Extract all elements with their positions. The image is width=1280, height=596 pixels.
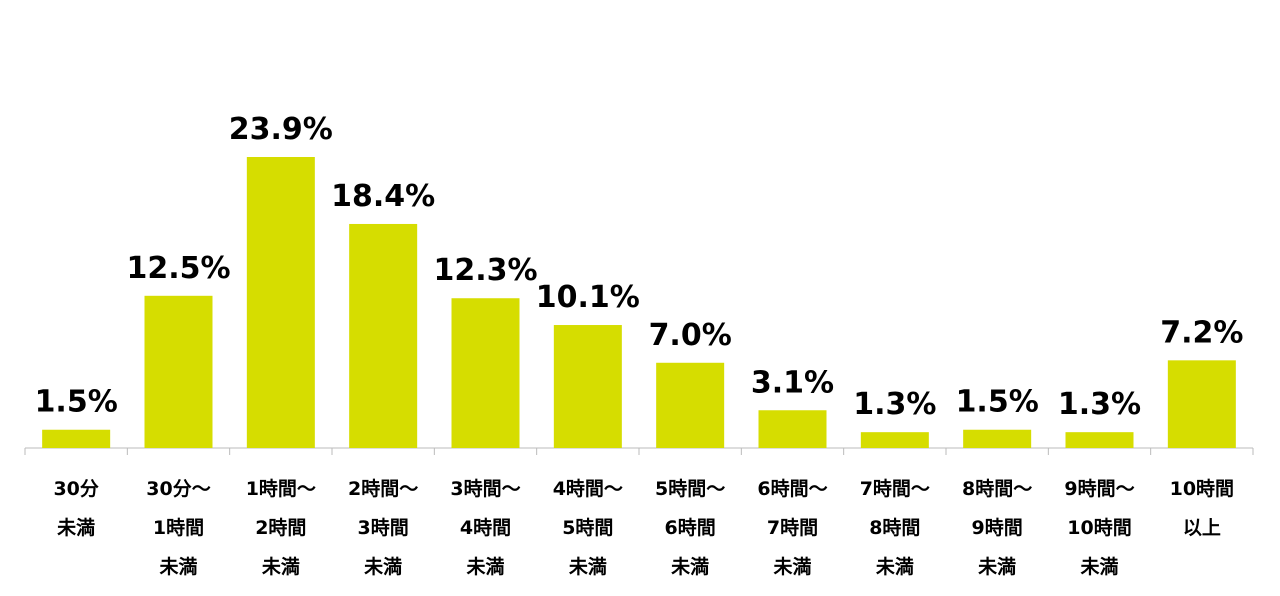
x-tick-label: 未満: [670, 555, 709, 578]
bar: [42, 429, 111, 448]
value-label: 1.3%: [1058, 387, 1141, 422]
value-label: 12.5%: [126, 251, 230, 286]
bar: [553, 325, 622, 448]
x-tick-label: 30分～: [146, 478, 210, 500]
value-label: 10.1%: [536, 280, 640, 315]
x-tick-label: 6時間～: [757, 478, 827, 500]
bar: [860, 432, 929, 448]
x-tick-label: 5時間～: [655, 478, 725, 500]
value-label: 18.4%: [331, 179, 435, 214]
x-tick-label: 5時間: [562, 517, 613, 539]
bar: [144, 295, 213, 448]
x-tick-label: 6時間: [665, 517, 716, 539]
x-tick-label: 2時間～: [348, 478, 418, 500]
x-tick-label: 未満: [875, 555, 914, 578]
x-tick-label: 2時間: [255, 517, 306, 539]
x-tick-label: 未満: [465, 555, 504, 578]
x-tick-label: 9時間: [972, 517, 1023, 539]
x-tick-label: 30分: [53, 478, 98, 500]
x-tick-label: 未満: [772, 555, 811, 578]
x-tick-label: 1時間: [153, 517, 204, 539]
value-label: 7.0%: [649, 318, 732, 353]
x-tick-label: 3時間～: [450, 478, 520, 500]
x-tick-label: 7時間: [767, 517, 818, 539]
value-label: 1.5%: [956, 385, 1039, 420]
x-tick-label: 4時間～: [553, 478, 623, 500]
x-tick-label: 10時間: [1067, 517, 1131, 539]
bar: [1167, 360, 1236, 448]
x-tick-label: 7時間～: [860, 478, 930, 500]
x-tick-label: 未満: [568, 555, 607, 578]
x-tick-label: 未満: [977, 555, 1016, 578]
x-tick-label: 未満: [56, 516, 95, 539]
x-tick-label: 3時間: [358, 517, 409, 539]
bar: [349, 223, 418, 448]
x-tick-label: 未満: [158, 555, 197, 578]
bar: [246, 157, 315, 448]
bar: [656, 362, 725, 448]
value-label: 3.1%: [751, 365, 834, 400]
x-tick-label: 1時間～: [246, 478, 316, 500]
value-label: 1.5%: [35, 385, 118, 420]
x-tick-label: 未満: [261, 555, 300, 578]
value-label: 7.2%: [1160, 315, 1243, 350]
x-tick-label: 4時間: [460, 517, 511, 539]
x-tick-label: 以上: [1183, 517, 1221, 539]
value-label: 1.3%: [853, 387, 936, 422]
value-label: 12.3%: [433, 253, 537, 288]
x-tick-label: 8時間: [869, 517, 920, 539]
bar: [1065, 432, 1134, 448]
bar: [963, 429, 1032, 448]
value-label: 23.9%: [229, 112, 333, 147]
bar: [451, 298, 520, 448]
x-tick-label: 10時間: [1170, 478, 1234, 500]
x-tick-label: 9時間～: [1064, 478, 1134, 500]
bar: [758, 410, 827, 448]
x-tick-label: 8時間～: [962, 478, 1032, 500]
x-tick-label: 未満: [1079, 555, 1118, 578]
x-tick-label: 未満: [363, 555, 402, 578]
